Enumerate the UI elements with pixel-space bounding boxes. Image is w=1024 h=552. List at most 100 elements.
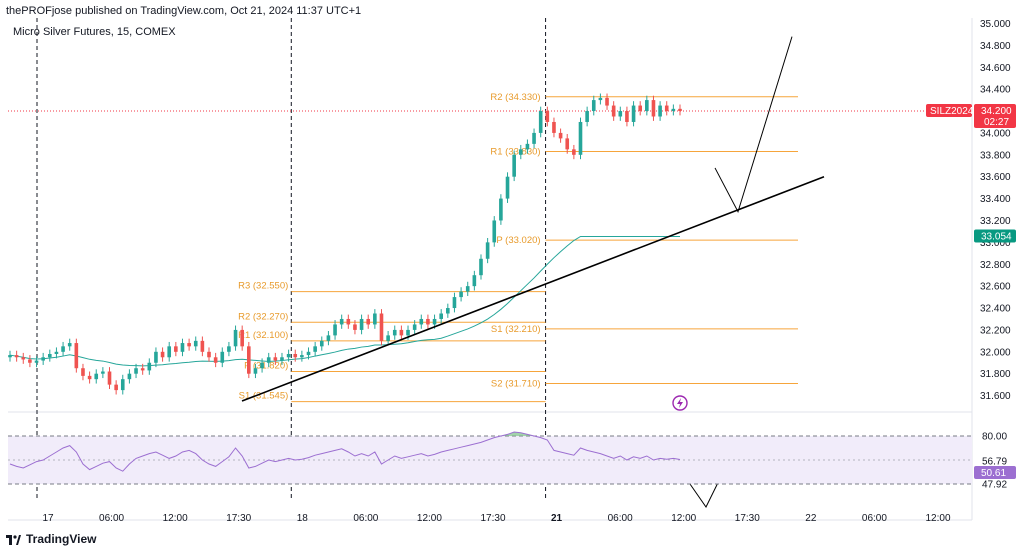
- candle: [572, 144, 576, 160]
- candle-body: [227, 346, 231, 352]
- candle-body: [41, 357, 45, 361]
- candle: [499, 194, 503, 225]
- candle-body: [572, 149, 576, 155]
- candle: [591, 95, 596, 116]
- candle: [671, 104, 676, 116]
- x-tick-label: 06:00: [608, 513, 633, 524]
- x-tick-label: 06:00: [99, 513, 124, 524]
- candle-body: [419, 318, 424, 325]
- x-tick-label: 18: [297, 513, 309, 524]
- candles: [8, 93, 682, 395]
- event-lightning-icon[interactable]: [672, 395, 688, 411]
- level-label: R2 (34.330): [490, 92, 540, 103]
- candle-body: [34, 360, 39, 363]
- rsi-tick-label: 80.00: [982, 432, 1007, 443]
- candle: [227, 341, 231, 357]
- candle: [452, 292, 457, 313]
- candle: [41, 352, 45, 365]
- candle: [306, 347, 311, 360]
- candle-body: [81, 368, 85, 376]
- candle-body: [585, 111, 589, 122]
- candle-body: [134, 368, 138, 374]
- y-tick-label: 33.200: [980, 216, 1011, 227]
- candle: [512, 150, 516, 182]
- candle-body: [379, 313, 384, 341]
- candle-body: [339, 318, 344, 325]
- y-tick-label: 34.600: [980, 63, 1011, 74]
- candle-body: [386, 335, 390, 341]
- candle-body: [220, 351, 225, 363]
- candle: [127, 369, 132, 384]
- candle: [605, 93, 609, 110]
- candle: [618, 106, 623, 121]
- candle-body: [14, 355, 19, 358]
- candle-body: [538, 111, 543, 133]
- candle: [379, 309, 384, 346]
- pivot-levels: R3 (32.550) R2 (32.270) R1 (32.100) P (31.8…: [8, 92, 972, 403]
- lightning-glyph: [677, 398, 683, 408]
- x-tick-label: 17:30: [480, 513, 505, 524]
- candle: [532, 128, 536, 149]
- candle: [61, 341, 65, 357]
- candle: [280, 352, 284, 365]
- candle-body: [446, 308, 450, 314]
- candle: [399, 325, 404, 340]
- price-tag-countdown: 02:27: [984, 117, 1009, 128]
- candle-body: [366, 318, 371, 325]
- candle-body: [193, 340, 198, 347]
- candle-body: [293, 353, 298, 358]
- candle-body: [260, 362, 264, 369]
- candle: [538, 106, 543, 138]
- candle-body: [399, 329, 404, 336]
- candle: [545, 106, 550, 127]
- candle-body: [406, 329, 410, 336]
- level-label: S2 (31.710): [491, 379, 541, 390]
- ma-tag-value: 33.054: [981, 231, 1012, 242]
- candle: [114, 380, 118, 395]
- tradingview-logo: TradingView: [6, 532, 96, 546]
- level-label: P (33.020): [496, 235, 540, 246]
- rsi-tick-label: 56.79: [982, 457, 1007, 468]
- publisher-line: thePROFjose published on TradingView.com…: [6, 5, 362, 17]
- candle: [359, 314, 364, 335]
- candle: [266, 352, 271, 368]
- candle-body: [207, 351, 211, 358]
- candle: [207, 347, 211, 362]
- candle: [485, 237, 490, 264]
- candle: [373, 309, 377, 329]
- event-circle: [672, 395, 688, 411]
- candle-body: [160, 351, 165, 358]
- candle-body: [558, 132, 563, 139]
- candle: [439, 309, 443, 324]
- candle: [446, 303, 450, 318]
- candle: [180, 338, 185, 357]
- candle: [120, 374, 125, 395]
- candle: [213, 352, 218, 368]
- candle-body: [671, 108, 676, 112]
- candle: [107, 367, 112, 390]
- candle: [94, 369, 99, 384]
- candle: [160, 347, 165, 362]
- x-tick-label: 12:00: [925, 513, 950, 524]
- level-label: R1 (33.830): [490, 147, 540, 158]
- candle-body: [678, 108, 682, 112]
- candle: [154, 347, 158, 368]
- x-tick-label: 17:30: [226, 513, 251, 524]
- candle-body: [67, 343, 72, 347]
- candle-body: [180, 343, 185, 352]
- candle-body: [286, 353, 291, 358]
- candle-body: [605, 97, 609, 106]
- candle-body: [472, 275, 477, 287]
- candle: [651, 95, 656, 121]
- y-tick-label: 33.800: [980, 150, 1011, 161]
- ma-tag-box: [974, 229, 1016, 243]
- candle: [34, 356, 39, 368]
- rsi-overbought-fill: [500, 432, 535, 436]
- candle: [67, 338, 72, 351]
- candle-body: [300, 355, 304, 358]
- x-tick-label: 21: [551, 513, 563, 524]
- candle-body: [651, 100, 656, 117]
- candle: [638, 101, 643, 116]
- candle-body: [611, 105, 616, 117]
